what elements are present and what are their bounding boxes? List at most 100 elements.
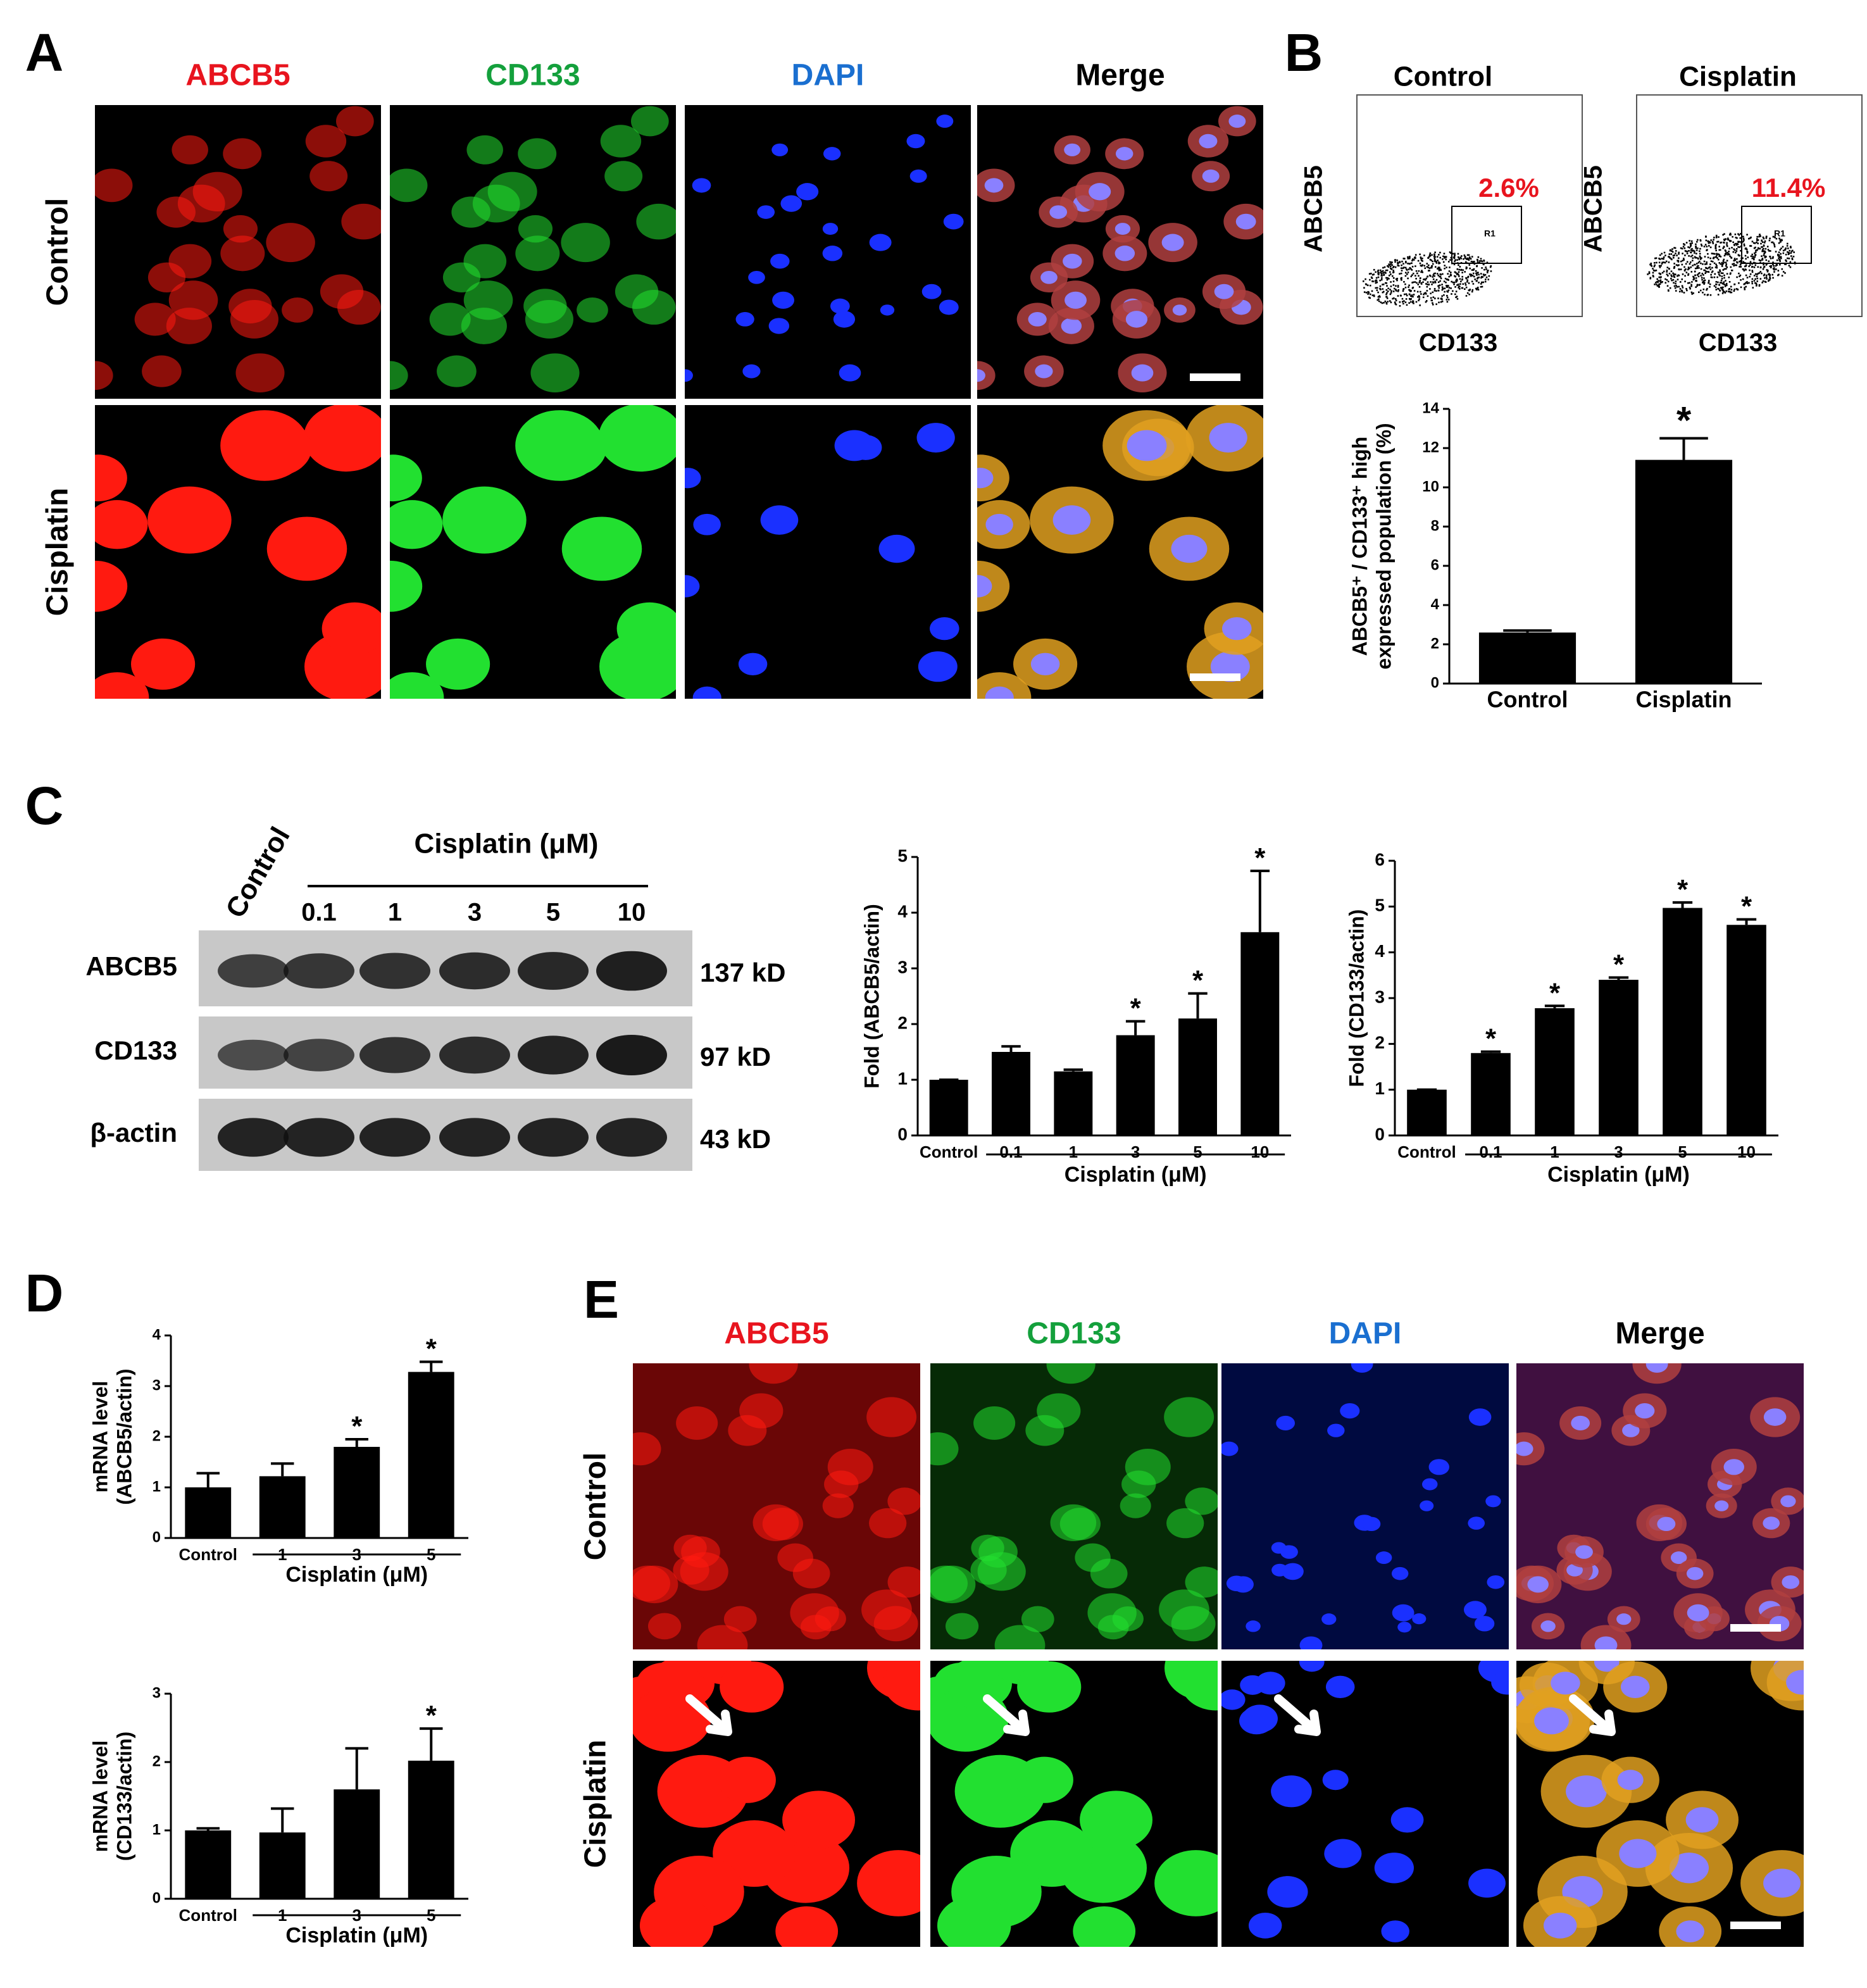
flow-event bbox=[1461, 272, 1463, 273]
significance: * bbox=[1677, 399, 1692, 441]
flow-event bbox=[1652, 275, 1654, 278]
arrow bbox=[685, 1694, 732, 1736]
flow-event bbox=[1480, 273, 1482, 275]
flow-event bbox=[1423, 278, 1425, 280]
nucleus bbox=[1246, 1620, 1261, 1632]
flow-event bbox=[1735, 288, 1738, 290]
flow-event bbox=[1758, 235, 1760, 238]
flow-event bbox=[1763, 253, 1765, 255]
flow-event bbox=[1404, 272, 1407, 274]
bar bbox=[1599, 980, 1639, 1135]
flow-event bbox=[1464, 284, 1467, 286]
flow-event bbox=[1401, 260, 1403, 263]
flow-event bbox=[1371, 273, 1374, 276]
flow-event bbox=[1437, 297, 1439, 299]
flow-event bbox=[1480, 258, 1482, 260]
flow-event bbox=[1403, 300, 1405, 302]
flow-event bbox=[1464, 257, 1466, 259]
flow-event bbox=[1399, 261, 1401, 263]
flow-event bbox=[1699, 256, 1701, 259]
nucleus bbox=[1271, 1775, 1312, 1808]
flow-event bbox=[1369, 297, 1371, 299]
flow-event bbox=[1707, 240, 1709, 242]
flow-event bbox=[1418, 299, 1420, 301]
flow-event bbox=[1718, 246, 1720, 247]
flow-event bbox=[1758, 284, 1761, 286]
flow-event bbox=[1390, 301, 1392, 304]
gate-value: 2.6% bbox=[1478, 173, 1539, 203]
flow-event bbox=[1730, 272, 1732, 274]
flow-event bbox=[1671, 250, 1673, 252]
flow-event bbox=[1659, 283, 1661, 285]
flow-event bbox=[1411, 274, 1413, 276]
flow-event bbox=[1680, 268, 1682, 270]
cell bbox=[790, 1593, 839, 1633]
flow-event bbox=[1658, 265, 1661, 267]
nucleus bbox=[1474, 1616, 1495, 1632]
flow-event bbox=[1777, 253, 1779, 256]
flow-event bbox=[1736, 258, 1738, 260]
flow-event bbox=[1739, 254, 1741, 257]
flow-event bbox=[1740, 249, 1742, 252]
flow-event bbox=[1753, 280, 1756, 282]
flow-event bbox=[1676, 254, 1678, 256]
nucleus bbox=[693, 513, 721, 535]
y-tick-label: 1 bbox=[1375, 1078, 1385, 1098]
flow-event bbox=[1459, 283, 1461, 285]
flow-event bbox=[1440, 301, 1442, 303]
flow-event bbox=[1763, 254, 1765, 256]
flow-event bbox=[1760, 242, 1762, 245]
cell bbox=[762, 1508, 803, 1541]
flow-event bbox=[1461, 255, 1463, 257]
flow-event bbox=[1690, 243, 1692, 246]
significance: * bbox=[351, 1411, 363, 1442]
cell bbox=[977, 560, 1010, 612]
flow-event bbox=[1761, 282, 1763, 284]
flow-event bbox=[1709, 283, 1711, 285]
flow-event bbox=[1421, 265, 1423, 267]
flow-event bbox=[1425, 300, 1428, 302]
flow-event bbox=[1697, 247, 1699, 249]
cell bbox=[720, 1661, 784, 1713]
flow-event bbox=[1768, 280, 1770, 282]
flow-event bbox=[1437, 289, 1440, 292]
flow-event bbox=[1703, 283, 1705, 285]
flow-event bbox=[1738, 282, 1740, 284]
flow-event bbox=[1685, 272, 1688, 273]
flow-event bbox=[1697, 275, 1700, 278]
flow-event bbox=[1749, 273, 1752, 275]
flow-event bbox=[1463, 254, 1466, 256]
flow-event bbox=[1791, 258, 1794, 261]
cell bbox=[1090, 1558, 1128, 1589]
bar bbox=[259, 1476, 306, 1538]
cell bbox=[390, 560, 423, 612]
bar bbox=[1727, 925, 1766, 1135]
flow-event bbox=[1673, 247, 1675, 249]
flow-event bbox=[1754, 256, 1756, 258]
flow-event bbox=[1421, 270, 1423, 272]
flow-event bbox=[1755, 273, 1757, 275]
flow-event bbox=[1759, 247, 1761, 250]
flow-event bbox=[1460, 258, 1462, 259]
flow-event bbox=[1402, 267, 1404, 270]
flow-event bbox=[1764, 277, 1766, 279]
flow-event bbox=[1652, 268, 1654, 270]
flow-event bbox=[1703, 282, 1706, 284]
flow-event bbox=[1790, 255, 1792, 257]
error-bar bbox=[271, 1807, 294, 1833]
nucleus bbox=[1131, 364, 1154, 382]
cell bbox=[442, 262, 481, 292]
flow-event bbox=[1652, 272, 1654, 274]
flow-event bbox=[1779, 239, 1782, 241]
flow-event bbox=[1724, 253, 1727, 255]
y-tick-label: 2 bbox=[1431, 635, 1439, 652]
band-name: CD133 bbox=[94, 1035, 177, 1065]
cell bbox=[1185, 1566, 1218, 1598]
flow-event bbox=[1364, 278, 1366, 280]
flow-event bbox=[1772, 277, 1774, 279]
flow-event bbox=[1706, 263, 1708, 265]
flow-event bbox=[1677, 274, 1680, 277]
flow-event bbox=[1423, 254, 1425, 256]
flow-event bbox=[1469, 289, 1471, 291]
flow-event bbox=[1382, 291, 1384, 294]
